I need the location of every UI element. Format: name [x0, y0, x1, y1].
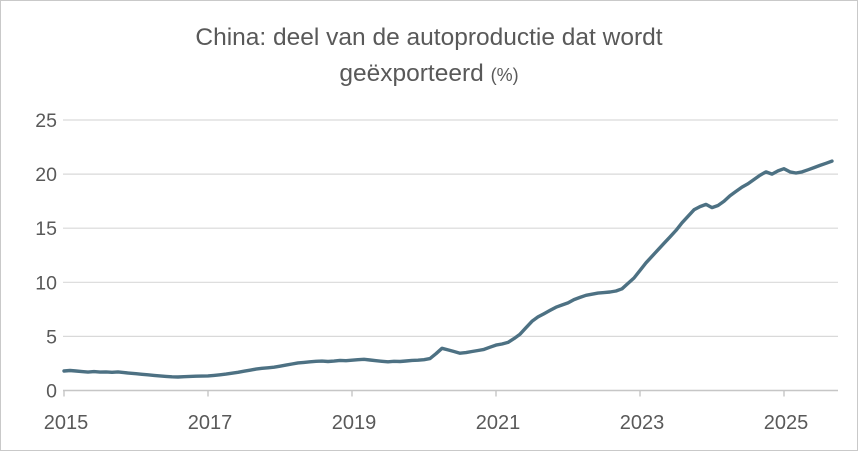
chart-title-line1: China: deel van de autoproductie dat wor…	[195, 24, 663, 51]
x-tick-label: 2015	[44, 412, 89, 434]
x-tick-label: 2021	[476, 412, 521, 434]
x-tick-label: 2019	[332, 412, 377, 434]
x-tick-label: 2023	[620, 412, 665, 434]
chart-title-line2: geëxporteerd (%)	[339, 60, 519, 87]
y-tick-label: 10	[35, 272, 57, 294]
chart-title: China: deel van de autoproductie dat wor…	[1, 20, 857, 93]
y-tick-label: 20	[35, 164, 57, 186]
x-tick-label: 2017	[188, 412, 233, 434]
y-tick-label: 5	[46, 326, 57, 348]
chart-title-unit: (%)	[490, 65, 519, 85]
y-tick-label: 25	[35, 110, 57, 132]
y-tick-label: 0	[46, 381, 57, 403]
x-tick-label: 2025	[764, 412, 809, 434]
export-share-line	[62, 159, 834, 379]
y-tick-label: 15	[35, 218, 57, 240]
